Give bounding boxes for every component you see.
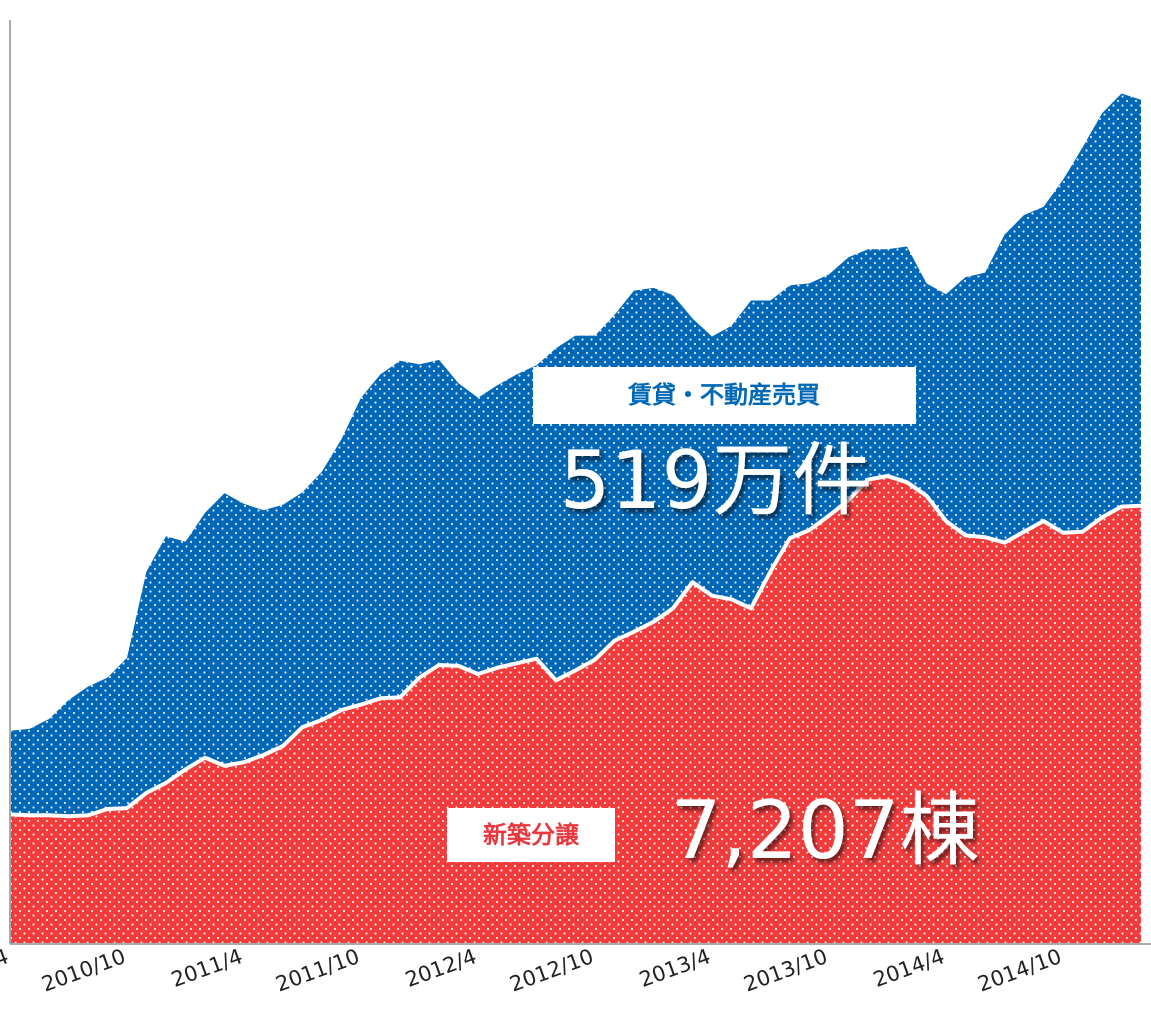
x-tick-label: 2014/4 (870, 944, 948, 992)
x-tick-label: 2012/4 (402, 944, 480, 992)
areas (9, 93, 1142, 944)
annotation: 519万件 (560, 434, 873, 527)
label-box (447, 808, 615, 862)
area-texture (10, 93, 1141, 817)
x-tick-label: 2013/4 (636, 944, 714, 992)
series-label: 賃貸・不動産売買 (627, 381, 820, 409)
area-texture (10, 476, 1141, 944)
x-tick-label: 2010/10 (39, 944, 129, 996)
annotation: 7,207棟 (670, 784, 979, 877)
area-edge (9, 474, 1142, 819)
x-tick-label: 2014/10 (975, 944, 1065, 996)
series-label: 新築分譲 (483, 821, 580, 849)
label-box (533, 367, 916, 424)
x-tick-label: 2011/10 (273, 944, 363, 996)
x-tick-label: 2011/4 (168, 944, 246, 992)
x-tick-label: 2013/10 (741, 944, 831, 996)
x-tick-label: 2010/4 (0, 944, 12, 992)
x-tick-label: 2012/10 (507, 944, 597, 996)
